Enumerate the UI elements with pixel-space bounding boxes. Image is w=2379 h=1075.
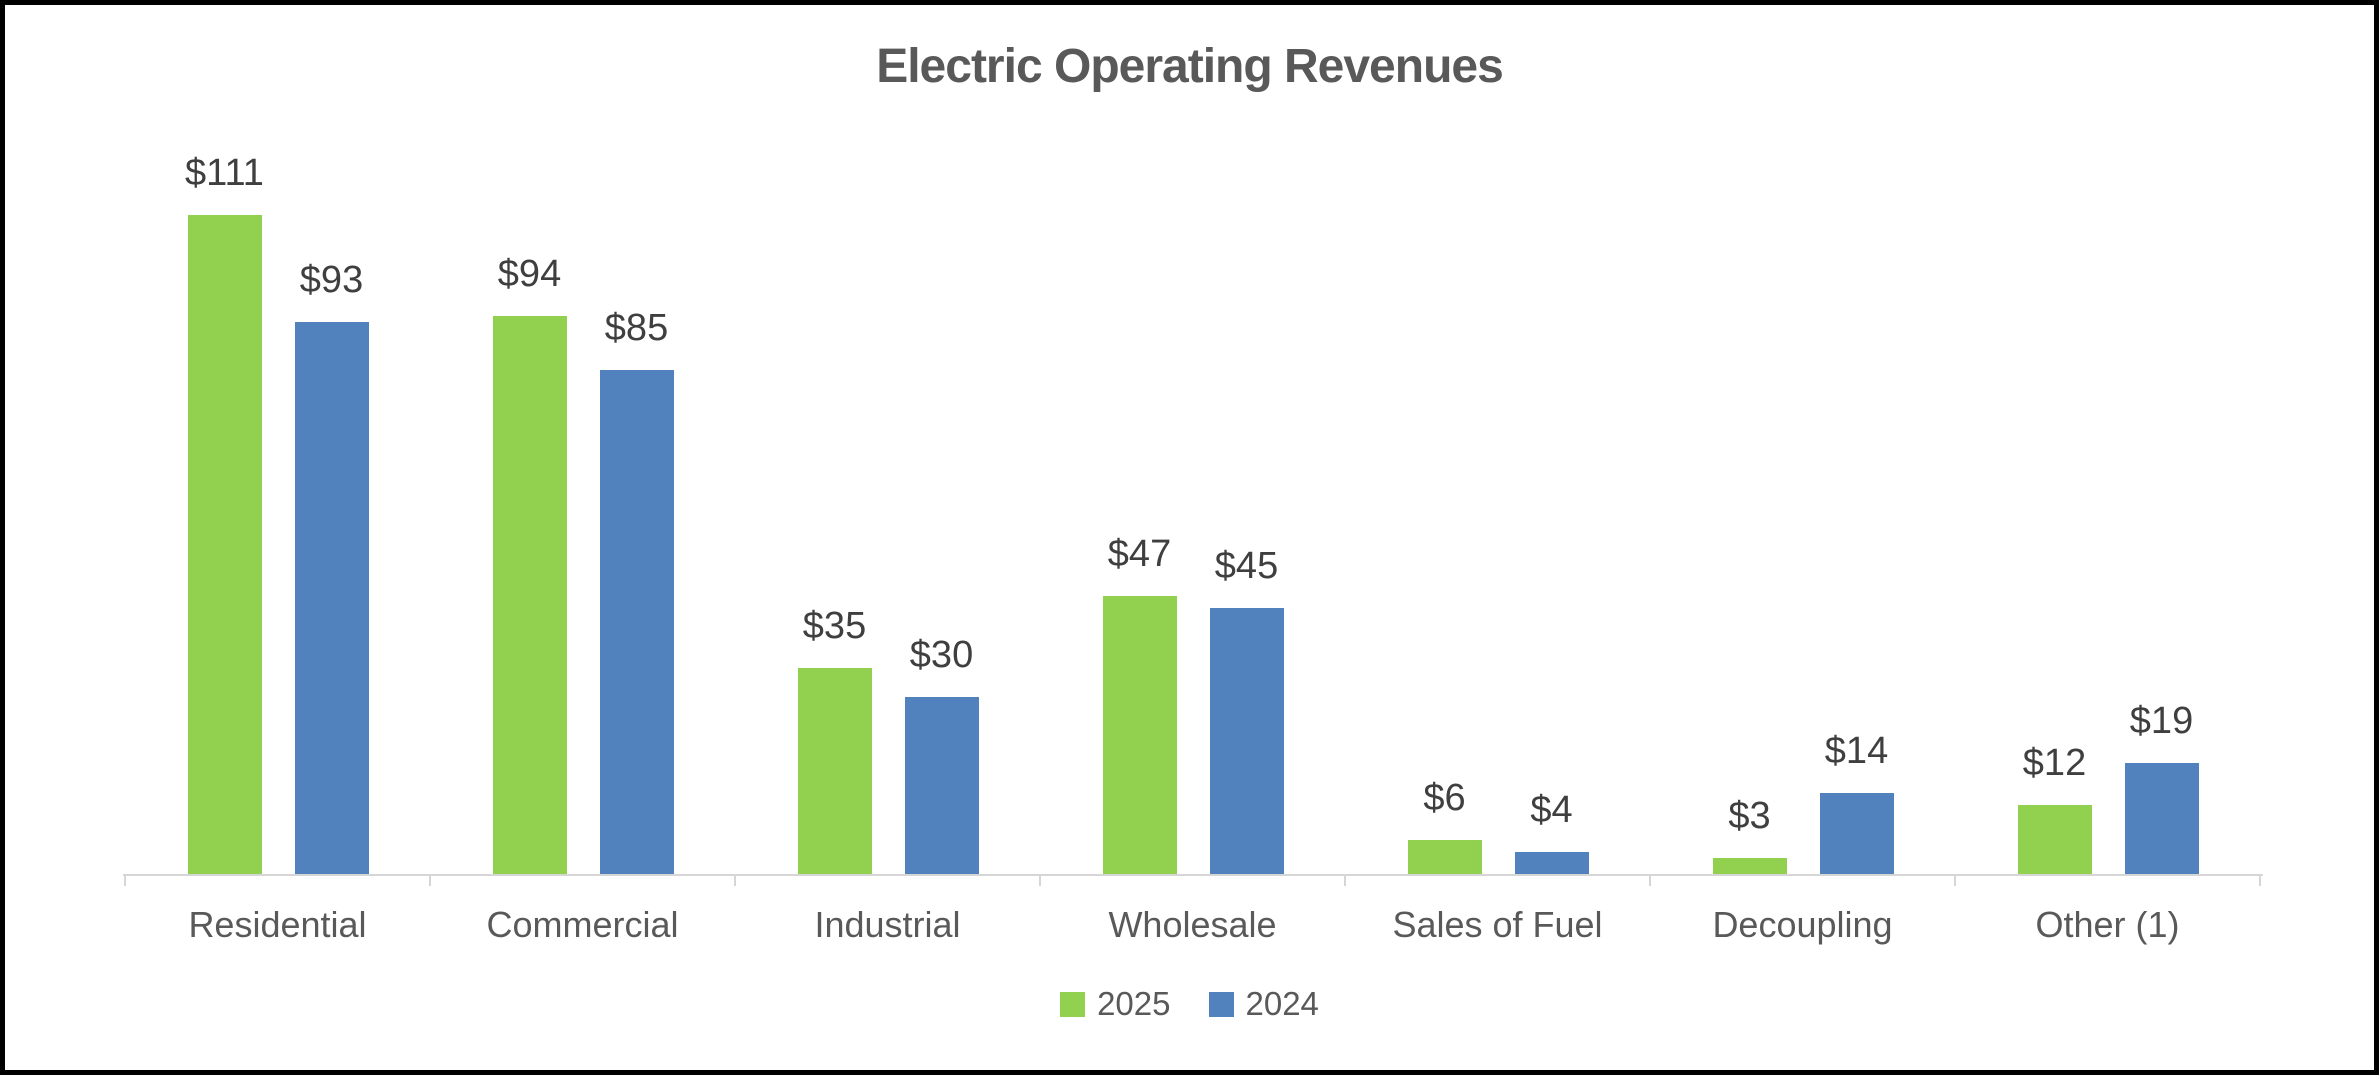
data-label-2025-other-1: $12 [2022,742,2087,785]
data-label-2025-commercial: $94 [497,253,562,296]
legend: 2025 2024 [5,985,2374,1023]
x-axis-tick [734,876,736,886]
category-label-industrial: Industrial [814,904,961,945]
bar-2024-commercial [599,370,674,876]
bar-2024-sales-of-fuel [1514,852,1589,876]
legend-item-2025: 2025 [1060,985,1171,1023]
bar-2025-decoupling [1712,858,1787,876]
data-label-2024-sales-of-fuel: $4 [1530,789,1573,832]
x-axis-tick [1954,876,1956,886]
x-axis-tick [1039,876,1041,886]
bar-2024-residential [294,322,369,876]
legend-label-2025: 2025 [1097,985,1171,1022]
bar-2024-other-1 [2124,763,2199,876]
data-label-2025-industrial: $35 [802,605,867,648]
plot-area: $111 $93 $94 $85 $35 $30 $47 $45 $6 $4 $3 $14 $12 $19 [5,5,2374,876]
bar-2025-wholesale [1102,596,1177,876]
bar-2024-industrial [904,697,979,876]
bar-2024-decoupling [1819,793,1894,876]
legend-swatch-2025 [1060,991,1086,1017]
data-label-2024-residential: $93 [299,259,364,302]
bar-2024-wholesale [1209,608,1284,876]
data-label-2025-decoupling: $3 [1728,795,1771,838]
legend-label-2024: 2024 [1245,985,1319,1022]
category-label-wholesale: Wholesale [1108,904,1277,945]
data-label-2024-commercial: $85 [604,307,669,350]
x-axis-tick [124,876,126,886]
bar-2025-residential [187,215,262,876]
bar-2025-other-1 [2017,805,2092,876]
x-axis-tick [1344,876,1346,886]
chart-title: Electric Operating Revenues [876,40,1504,93]
legend-swatch-2024 [1208,991,1234,1017]
data-label-2024-other-1: $19 [2129,700,2194,743]
category-label-residential: Residential [188,904,367,945]
data-label-2025-wholesale: $47 [1107,533,1172,576]
x-axis-line [123,874,2263,876]
data-label-2024-decoupling: $14 [1824,730,1889,773]
category-label-other-1: Other (1) [2035,904,2180,945]
data-label-2024-industrial: $30 [909,634,974,677]
category-label-commercial: Commercial [486,904,679,945]
bar-2025-sales-of-fuel [1407,840,1482,876]
category-label-sales-of-fuel: Sales of Fuel [1392,904,1603,945]
data-label-2024-wholesale: $45 [1214,545,1279,588]
bar-2025-commercial [492,316,567,876]
x-axis-tick [1649,876,1651,886]
x-axis-tick [2259,876,2261,886]
data-label-2025-sales-of-fuel: $6 [1423,777,1466,820]
data-label-2025-residential: $111 [185,152,264,195]
x-axis-tick [429,876,431,886]
legend-item-2024: 2024 [1208,985,1319,1023]
category-label-decoupling: Decoupling [1712,904,1893,945]
bar-2025-industrial [797,668,872,876]
